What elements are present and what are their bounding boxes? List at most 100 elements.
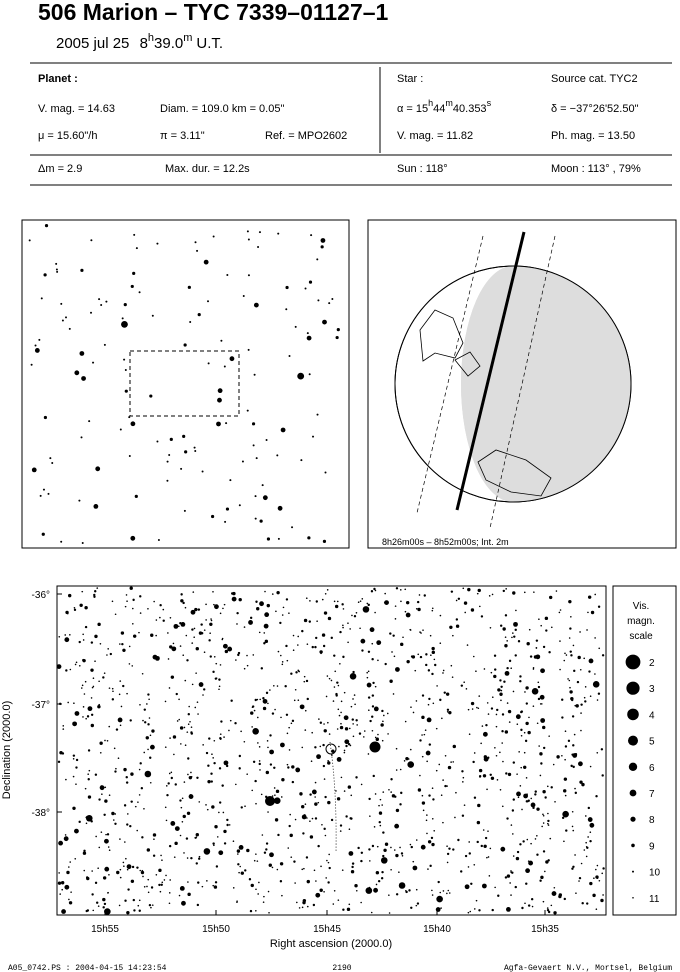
star (215, 865, 219, 868)
star (512, 855, 515, 857)
star (185, 837, 189, 840)
star (326, 675, 329, 677)
star (187, 723, 190, 726)
star (158, 868, 162, 873)
star (406, 659, 410, 664)
star (194, 706, 197, 709)
star (547, 910, 551, 914)
star (323, 890, 325, 893)
star (104, 786, 107, 789)
star (384, 842, 389, 846)
star (223, 736, 225, 738)
star (431, 646, 435, 651)
planet-heading: Planet : (38, 73, 78, 85)
star (394, 605, 397, 607)
star (572, 644, 575, 647)
star (61, 752, 65, 755)
star (114, 822, 117, 825)
star (527, 904, 531, 907)
star (234, 722, 237, 725)
star (460, 684, 464, 687)
star (342, 624, 344, 627)
star (213, 761, 216, 765)
star (373, 826, 376, 828)
star (342, 608, 345, 610)
star (487, 713, 490, 715)
star (408, 889, 411, 892)
star (289, 833, 293, 838)
star (92, 685, 95, 688)
star (138, 631, 140, 634)
star (314, 746, 317, 749)
star (370, 911, 373, 914)
star (501, 805, 504, 808)
sun: Sun : 118° (397, 163, 448, 175)
star (357, 846, 360, 850)
star (167, 658, 170, 660)
star (133, 233, 136, 236)
star (190, 609, 196, 615)
star (584, 686, 587, 688)
star (290, 672, 293, 675)
star (125, 781, 129, 784)
star (263, 851, 267, 854)
star (242, 295, 245, 298)
star (203, 688, 206, 691)
star (526, 642, 530, 646)
star (85, 717, 87, 720)
star (482, 774, 487, 778)
star (512, 833, 514, 835)
legend-dot (632, 897, 634, 899)
star (405, 890, 408, 894)
x-tick-label: 15h40 (423, 924, 451, 935)
star (374, 736, 377, 739)
star (322, 764, 326, 768)
star (161, 881, 164, 884)
star (260, 793, 263, 796)
star (258, 762, 261, 766)
star (261, 484, 264, 487)
star (338, 745, 340, 748)
star (507, 772, 512, 777)
star (287, 766, 290, 769)
star (315, 892, 321, 898)
star (421, 734, 423, 736)
star (291, 719, 295, 723)
star (150, 886, 154, 889)
star (91, 686, 94, 689)
h: h (148, 32, 154, 44)
star (366, 602, 369, 605)
star (578, 880, 580, 882)
star (263, 623, 269, 629)
star (106, 833, 110, 836)
star (573, 669, 576, 673)
star (253, 709, 256, 712)
star (297, 669, 300, 672)
star (500, 699, 502, 702)
star (601, 654, 605, 657)
star (578, 876, 582, 880)
star (92, 909, 95, 912)
star (257, 742, 259, 744)
star (290, 722, 293, 725)
planet-mu: μ = 15.60"/h (38, 130, 97, 142)
star (180, 622, 186, 627)
star (155, 634, 157, 637)
star (82, 716, 84, 718)
star (446, 845, 448, 847)
star (210, 514, 215, 519)
star (285, 713, 289, 716)
star (452, 744, 457, 749)
globe (394, 231, 632, 529)
star (455, 599, 458, 602)
star (349, 672, 357, 680)
star (438, 763, 441, 766)
star (176, 720, 179, 722)
star (381, 804, 383, 806)
star (246, 409, 249, 412)
footer-credit: Agfa-Gevaert N.V., Mortsel, Belgium (504, 964, 672, 972)
star (493, 654, 497, 657)
star (491, 696, 494, 699)
star (303, 680, 306, 683)
star (274, 818, 279, 822)
